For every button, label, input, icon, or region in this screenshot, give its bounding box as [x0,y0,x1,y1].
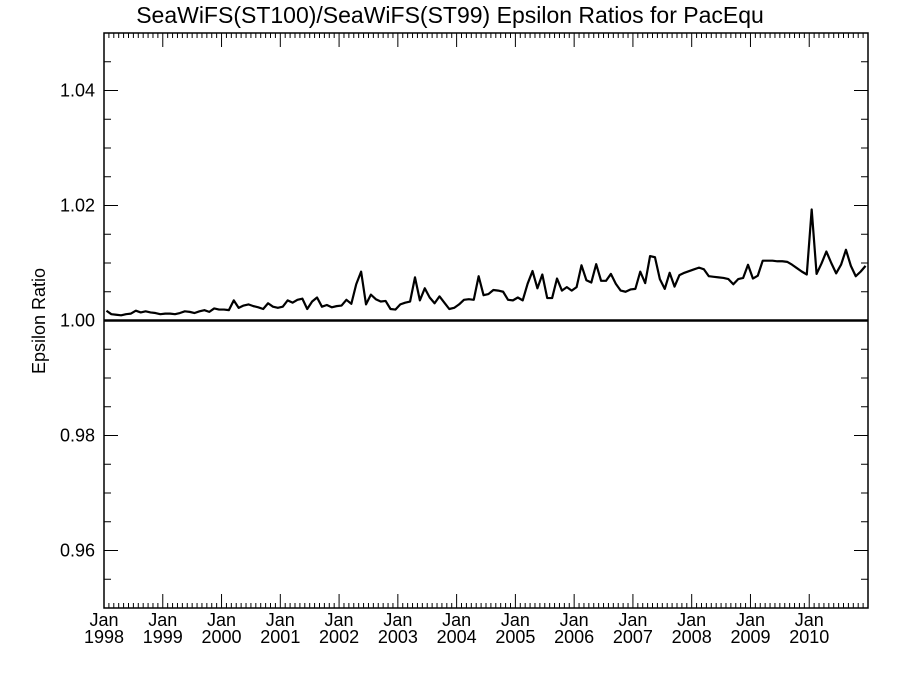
x-tick-label-year: 2001 [260,627,300,647]
y-tick-label: 1.02 [60,196,95,216]
y-tick-label: 1.04 [60,81,95,101]
x-tick-label-year: 2009 [730,627,770,647]
y-tick-label: 0.96 [60,541,95,561]
x-tick-label-month: Jan [560,610,589,630]
x-tick-label-year: 2007 [613,627,653,647]
x-tick-label-year: 2004 [437,627,477,647]
x-tick-label-month: Jan [795,610,824,630]
data-series-line [105,208,867,317]
x-tick-label-year: 2002 [319,627,359,647]
x-tick-label-month: Jan [501,610,530,630]
x-tick-label-year: 2005 [495,627,535,647]
x-tick-label-year: 2003 [378,627,418,647]
x-tick-label-year: 2000 [202,627,242,647]
x-tick-label-month: Jan [266,610,295,630]
x-tick-label-month: Jan [148,610,177,630]
x-tick-label-month: Jan [618,610,647,630]
x-tick-label-month: Jan [383,610,412,630]
x-tick-label-month: Jan [677,610,706,630]
x-tick-label-month: Jan [325,610,354,630]
y-tick-label: 1.00 [60,311,95,331]
x-tick-label-year: 2008 [672,627,712,647]
x-tick-label-year: 2010 [789,627,829,647]
y-tick-label: 0.98 [60,426,95,446]
x-tick-label-year: 2006 [554,627,594,647]
chart-title: SeaWiFS(ST100)/SeaWiFS(ST99) Epsilon Rat… [136,2,764,28]
axis-ticks [103,32,869,609]
y-axis-label: Epsilon Ratio [29,268,49,374]
x-tick-label-month: Jan [89,610,118,630]
x-tick-label-month: Jan [736,610,765,630]
x-tick-label-month: Jan [207,610,236,630]
series-group [105,208,867,317]
tick-labels: 0.960.981.001.021.04Jan1998Jan1999Jan200… [60,81,829,648]
x-tick-label-year: 1999 [143,627,183,647]
x-tick-label-year: 1998 [84,627,124,647]
x-tick-label-month: Jan [442,610,471,630]
